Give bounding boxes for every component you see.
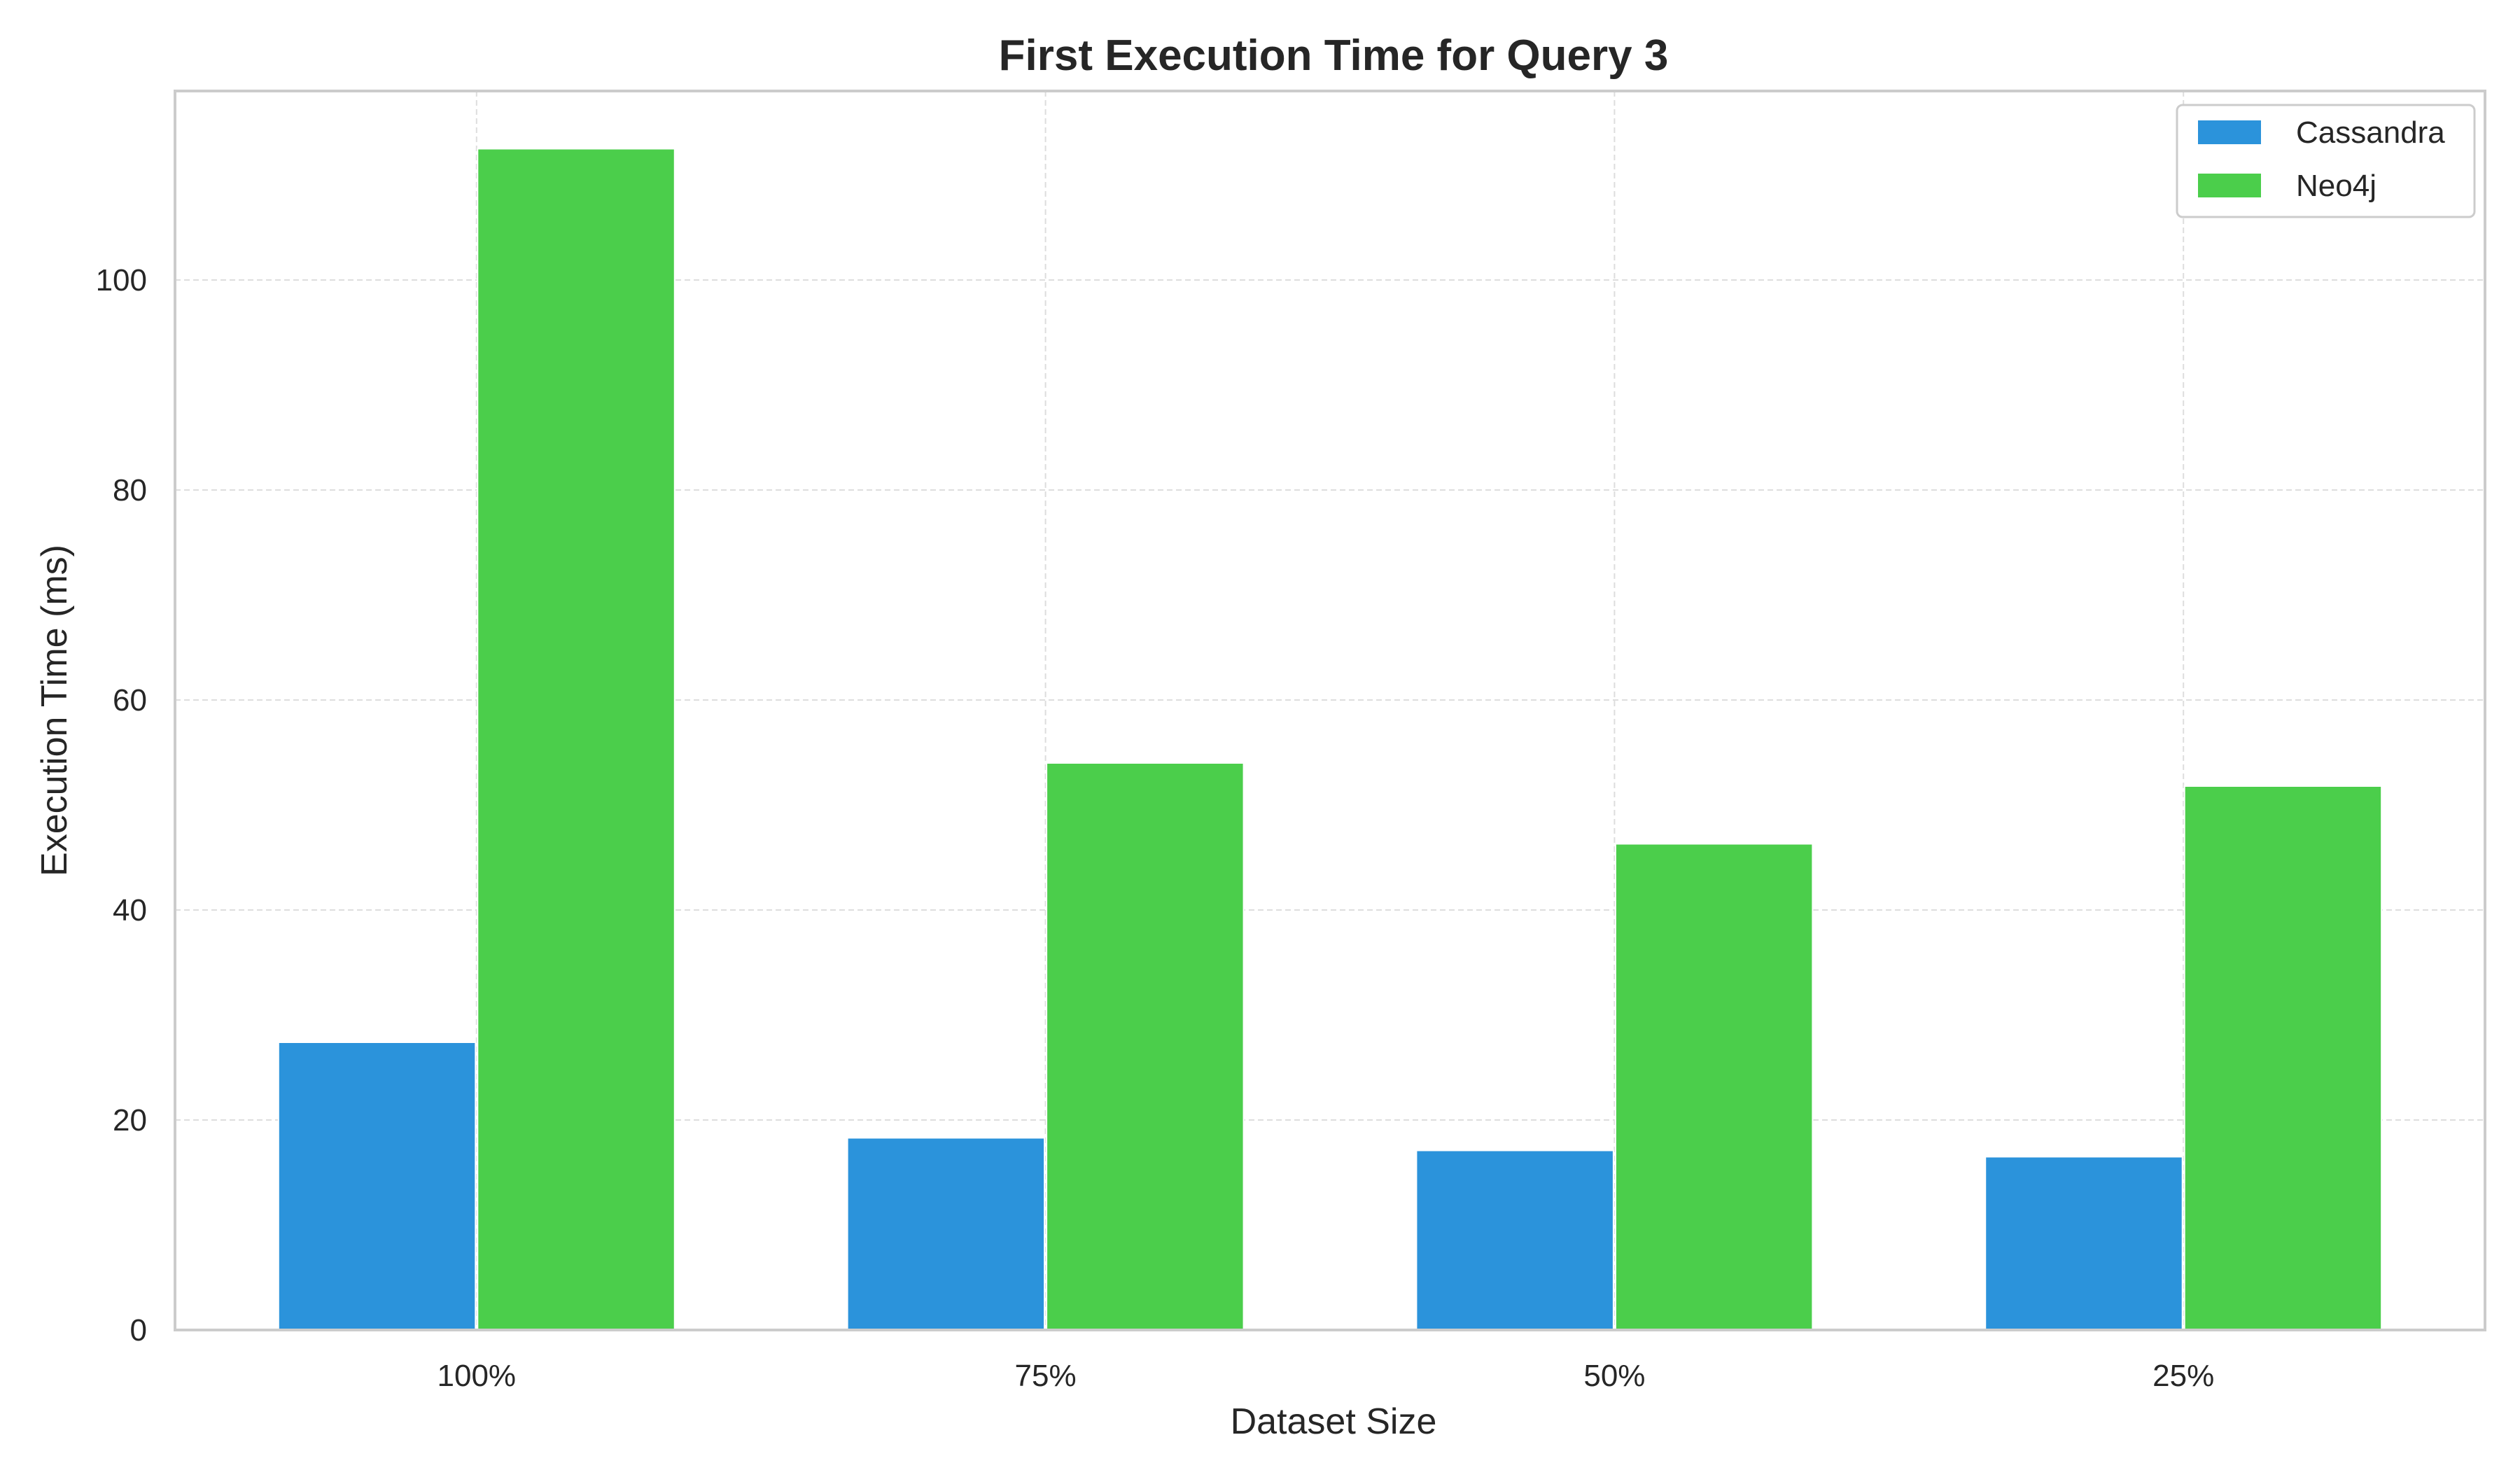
legend-swatch-neo4j	[2198, 174, 2261, 197]
bar-neo4j-100pct	[477, 148, 676, 1331]
y-tick-label: 20	[113, 1103, 147, 1138]
x-tick-label: 100%	[438, 1359, 517, 1393]
x-tick-label: 50%	[1583, 1359, 1645, 1393]
y-tick-label: 0	[130, 1313, 147, 1348]
x-tick-label: 25%	[2152, 1359, 2214, 1393]
bar-cassandra-25pct	[1984, 1156, 2183, 1331]
bar-neo4j-25pct	[2183, 785, 2383, 1331]
bar-cassandra-100pct	[277, 1042, 477, 1331]
bar-neo4j-50pct	[1614, 843, 1814, 1331]
y-tick-label: 40	[113, 893, 147, 927]
bar-neo4j-75pct	[1046, 762, 1245, 1331]
plot-frame	[174, 90, 2486, 1331]
x-tick-label: 75%	[1015, 1359, 1077, 1393]
bars-layer	[277, 148, 2383, 1331]
legend-swatch-cassandra	[2198, 120, 2261, 144]
legend-label-cassandra: Cassandra	[2296, 115, 2445, 150]
y-tick-label: 60	[113, 683, 147, 718]
y-tick-label: 80	[113, 473, 147, 507]
bar-cassandra-50pct	[1415, 1149, 1614, 1331]
chart-title: First Execution Time for Query 3	[999, 31, 1669, 80]
ticks-layer: 0 20 40 60 80 100 100% 75% 50% 25%	[96, 263, 2215, 1393]
x-axis-label: Dataset Size	[1231, 1401, 1437, 1442]
legend-label-neo4j: Neo4j	[2296, 169, 2376, 203]
y-axis-label: Execution Time (ms)	[34, 545, 75, 876]
legend: Cassandra Neo4j	[2176, 104, 2476, 218]
bar-cassandra-75pct	[846, 1137, 1046, 1331]
y-tick-label: 100	[96, 263, 147, 298]
